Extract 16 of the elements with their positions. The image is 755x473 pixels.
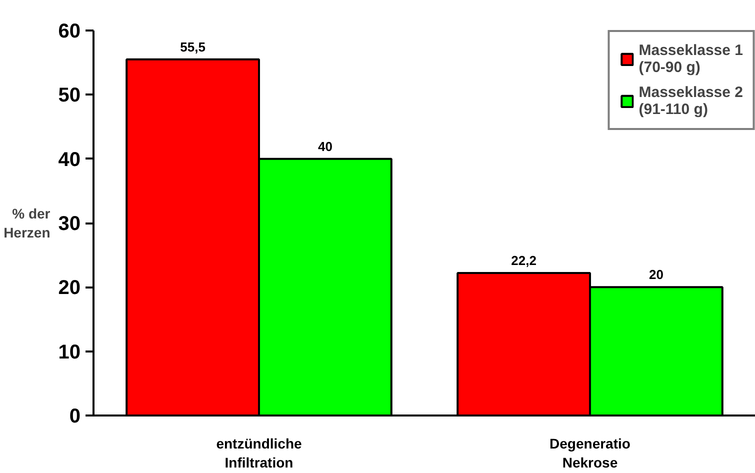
- data-label: 20: [648, 267, 664, 282]
- y-tick-label: 50: [58, 84, 81, 107]
- legend-label: Masseklasse 2 (91-110 g): [638, 84, 743, 118]
- y-tick-label: 40: [58, 148, 81, 171]
- x-tick-label: entzündliche Infiltration: [216, 436, 302, 471]
- y-tick-label: 0: [69, 406, 80, 428]
- y-tick-label: 20: [58, 277, 81, 300]
- x-tick-label: Degeneratio Nekrose: [550, 436, 630, 471]
- y-axis-title: % der Herzen: [4, 205, 51, 241]
- data-label: 55,5: [180, 39, 206, 54]
- y-tick-label: 30: [58, 213, 81, 235]
- legend-label: Masseklasse 1 (70-90 g): [638, 42, 743, 76]
- data-label: 22,2: [511, 253, 536, 268]
- data-label: 40: [318, 138, 332, 154]
- y-tick-label: 60: [58, 20, 81, 42]
- y-tick-label: 10: [58, 341, 81, 364]
